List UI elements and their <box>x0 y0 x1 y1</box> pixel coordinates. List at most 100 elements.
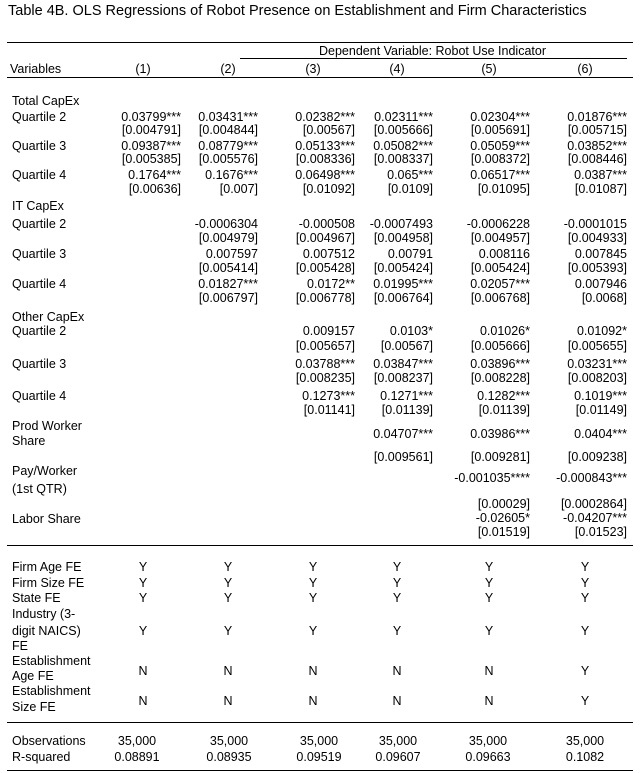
column-header: (4) <box>389 62 405 76</box>
stat-value: 35,000 <box>299 734 339 748</box>
stat-value: 35,000 <box>565 734 605 748</box>
coefficient: -0.04207*** <box>563 511 627 525</box>
fixed-effect-indicator: N <box>484 694 494 708</box>
standard-error: [0.004791] <box>121 123 181 137</box>
stat-value: 0.09663 <box>465 750 511 764</box>
standard-error: [0.01149] <box>575 403 627 417</box>
column-header: (3) <box>305 62 321 76</box>
stat-value: 0.09607 <box>375 750 421 764</box>
coefficient: 0.00791 <box>387 247 433 261</box>
stat-value: 35,000 <box>117 734 157 748</box>
standard-error: [0.005691] <box>470 123 530 137</box>
row-label: IT CapEx <box>12 199 64 213</box>
fixed-effect-indicator: Y <box>138 560 148 574</box>
fixed-effect-indicator: Y <box>138 591 148 605</box>
standard-error: [0.008235] <box>295 371 355 385</box>
fixed-effect-indicator: Y <box>392 576 402 590</box>
stat-value: 35,000 <box>378 734 418 748</box>
standard-error: [0.005428] <box>295 261 355 275</box>
standard-error: [0.004958] <box>373 231 433 245</box>
fixed-effect-indicator: N <box>223 694 233 708</box>
standard-error: [0.01141] <box>303 403 355 417</box>
coefficient: 0.03431*** <box>198 110 258 124</box>
coefficient: 0.1271*** <box>380 389 433 403</box>
fixed-effect-indicator: N <box>392 694 402 708</box>
standard-error: [0.008237] <box>373 371 433 385</box>
standard-error: [0.005424] <box>470 261 530 275</box>
rule-top <box>7 42 633 43</box>
standard-error: [0.006768] <box>470 291 530 305</box>
standard-error: [0.01087] <box>574 182 627 196</box>
coefficient: 0.06498*** <box>295 168 355 182</box>
fixed-effect-indicator: Y <box>138 576 148 590</box>
fixed-effect-indicator: Y <box>392 624 402 638</box>
fixed-effect-label: Firm Size FE <box>12 576 85 590</box>
column-header: (6) <box>577 62 593 76</box>
standard-error: [0.00029] <box>477 497 530 511</box>
fixed-effect-indicator: Y <box>580 576 590 590</box>
coefficient: 0.0404*** <box>574 427 627 441</box>
rule-dependent <box>240 58 627 59</box>
standard-error: [0.005715] <box>567 123 627 137</box>
standard-error: [0.009561] <box>373 450 433 464</box>
fixed-effect-indicator: Y <box>308 560 318 574</box>
fixed-effect-indicator: Y <box>223 576 233 590</box>
standard-error: [0.005385] <box>121 152 181 166</box>
standard-error: [0.008228] <box>470 371 530 385</box>
coefficient: 0.1019*** <box>574 389 627 403</box>
coefficient: 0.1282*** <box>477 389 530 403</box>
rule-fe-end <box>7 722 633 723</box>
coefficient: 0.065*** <box>387 168 433 182</box>
coefficient: -0.000508 <box>298 217 355 231</box>
standard-error: [0.01092] <box>302 182 355 196</box>
standard-error: [0.008336] <box>295 152 355 166</box>
stat-value: 0.08935 <box>206 750 252 764</box>
fixed-effect-indicator: Y <box>223 591 233 605</box>
standard-error: [0.006797] <box>198 291 258 305</box>
fixed-effect-indicator: Y <box>484 576 494 590</box>
coefficient: 0.01827*** <box>198 277 258 291</box>
standard-error: [0.01519] <box>477 525 530 539</box>
stat-label: Observations <box>12 734 86 748</box>
coefficient: 0.1273*** <box>302 389 355 403</box>
rule-bottom <box>7 770 633 771</box>
coefficient: 0.05059*** <box>470 139 530 153</box>
fixed-effect-indicator: Y <box>580 664 590 678</box>
row-label: Other CapEx <box>12 310 85 324</box>
stat-label: R-squared <box>12 750 71 764</box>
row-label: Quartile 4 <box>12 389 67 403</box>
coefficient: 0.01026* <box>479 324 530 338</box>
coefficient: 0.09387*** <box>121 139 181 153</box>
coefficient: 0.06517*** <box>470 168 530 182</box>
fixed-effect-indicator: N <box>308 694 318 708</box>
stat-value: 0.09519 <box>296 750 342 764</box>
fixed-effect-indicator: Y <box>484 560 494 574</box>
standard-error: [0.00567] <box>380 339 433 353</box>
row-label: Quartile 3 <box>12 357 67 371</box>
row-label: Quartile 4 <box>12 277 67 291</box>
fixed-effect-indicator: Y <box>223 560 233 574</box>
coefficient: 0.02304*** <box>470 110 530 124</box>
coefficient: 0.02057*** <box>470 277 530 291</box>
fixed-effect-indicator: N <box>223 664 233 678</box>
row-label: Pay/Worker <box>12 464 78 478</box>
standard-error: [0.0002864] <box>560 497 627 511</box>
standard-error: [0.0068] <box>581 291 627 305</box>
coefficient: 0.03788*** <box>295 357 355 371</box>
coefficient: 0.007946 <box>574 277 627 291</box>
coefficient: 0.1676*** <box>205 168 258 182</box>
fixed-effect-indicator: Y <box>580 560 590 574</box>
row-label: Quartile 4 <box>12 168 67 182</box>
row-label: Prod Worker <box>12 419 82 433</box>
coefficient: -0.02605* <box>475 511 530 525</box>
fixed-effect-indicator: Y <box>580 624 590 638</box>
fixed-effect-indicator: N <box>138 664 148 678</box>
row-label: Quartile 2 <box>12 217 67 231</box>
stat-value: 0.1082 <box>565 750 605 764</box>
row-label: Quartile 3 <box>12 247 67 261</box>
standard-error: [0.004967] <box>295 231 355 245</box>
row-label: Quartile 3 <box>12 139 67 153</box>
coefficient: 0.03231*** <box>567 357 627 371</box>
standard-error: [0.006764] <box>373 291 433 305</box>
coefficient: 0.009157 <box>302 324 355 338</box>
